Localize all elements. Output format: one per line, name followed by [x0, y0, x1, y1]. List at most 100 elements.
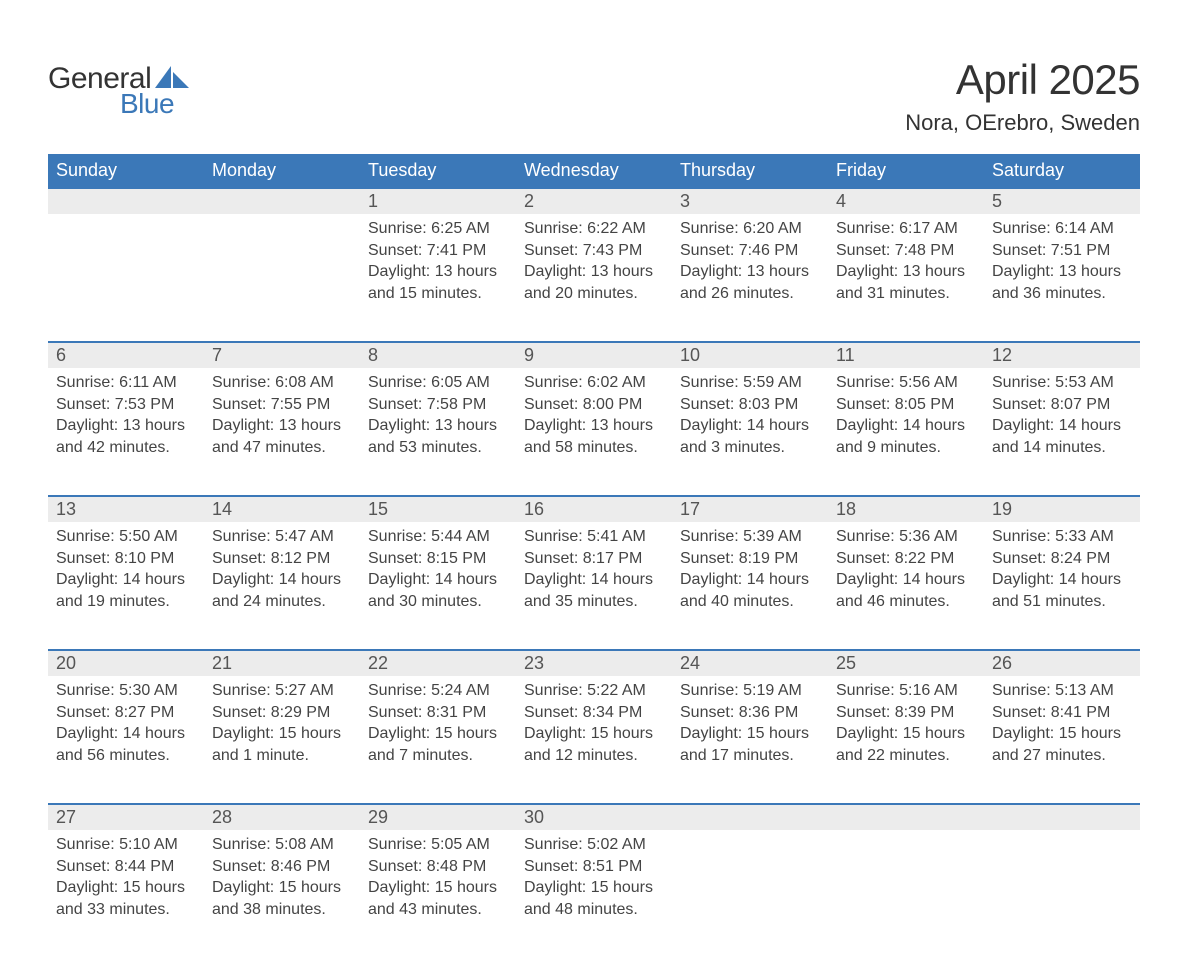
daylight-text-2: and 38 minutes. — [212, 899, 352, 921]
sunrise-text: Sunrise: 6:11 AM — [56, 372, 196, 394]
sunrise-text: Sunrise: 5:27 AM — [212, 680, 352, 702]
day-content-cell: Sunrise: 6:14 AMSunset: 7:51 PMDaylight:… — [984, 214, 1140, 342]
daylight-text-1: Daylight: 13 hours — [524, 261, 664, 283]
day-content-cell: Sunrise: 5:05 AMSunset: 8:48 PMDaylight:… — [360, 830, 516, 958]
sunset-text: Sunset: 7:48 PM — [836, 240, 976, 262]
daynum-row: 27282930 — [48, 804, 1140, 830]
logo-word-blue: Blue — [120, 88, 189, 120]
sunrise-text: Sunrise: 5:19 AM — [680, 680, 820, 702]
day-content-cell: Sunrise: 5:53 AMSunset: 8:07 PMDaylight:… — [984, 368, 1140, 496]
day-content-cell: Sunrise: 5:02 AMSunset: 8:51 PMDaylight:… — [516, 830, 672, 958]
day-content-cell — [48, 214, 204, 342]
sunrise-text: Sunrise: 5:50 AM — [56, 526, 196, 548]
daylight-text-1: Daylight: 13 hours — [368, 415, 508, 437]
daylight-text-1: Daylight: 15 hours — [524, 877, 664, 899]
day-number-cell: 2 — [516, 188, 672, 214]
day-content-cell: Sunrise: 5:16 AMSunset: 8:39 PMDaylight:… — [828, 676, 984, 804]
month-title: April 2025 — [905, 56, 1140, 104]
logo: General Blue — [48, 38, 189, 120]
daylight-text-2: and 30 minutes. — [368, 591, 508, 613]
day-number-cell: 14 — [204, 496, 360, 522]
sunset-text: Sunset: 8:05 PM — [836, 394, 976, 416]
day-content-cell: Sunrise: 6:02 AMSunset: 8:00 PMDaylight:… — [516, 368, 672, 496]
daylight-text-2: and 14 minutes. — [992, 437, 1132, 459]
sunrise-text: Sunrise: 6:08 AM — [212, 372, 352, 394]
daylight-text-2: and 12 minutes. — [524, 745, 664, 767]
sunset-text: Sunset: 8:12 PM — [212, 548, 352, 570]
daylight-text-1: Daylight: 14 hours — [524, 569, 664, 591]
day-content-cell: Sunrise: 5:24 AMSunset: 8:31 PMDaylight:… — [360, 676, 516, 804]
sunset-text: Sunset: 8:44 PM — [56, 856, 196, 878]
sunset-text: Sunset: 8:36 PM — [680, 702, 820, 724]
daylight-text-2: and 24 minutes. — [212, 591, 352, 613]
day-content-cell: Sunrise: 5:56 AMSunset: 8:05 PMDaylight:… — [828, 368, 984, 496]
sunset-text: Sunset: 7:43 PM — [524, 240, 664, 262]
sunset-text: Sunset: 7:58 PM — [368, 394, 508, 416]
daylight-text-2: and 35 minutes. — [524, 591, 664, 613]
day-number-cell: 11 — [828, 342, 984, 368]
sunrise-text: Sunrise: 5:36 AM — [836, 526, 976, 548]
content-row: Sunrise: 5:30 AMSunset: 8:27 PMDaylight:… — [48, 676, 1140, 804]
day-content-cell: Sunrise: 5:19 AMSunset: 8:36 PMDaylight:… — [672, 676, 828, 804]
daylight-text-2: and 22 minutes. — [836, 745, 976, 767]
day-content-cell: Sunrise: 5:27 AMSunset: 8:29 PMDaylight:… — [204, 676, 360, 804]
day-number-cell: 6 — [48, 342, 204, 368]
daylight-text-2: and 1 minute. — [212, 745, 352, 767]
day-number-cell: 1 — [360, 188, 516, 214]
sunset-text: Sunset: 8:51 PM — [524, 856, 664, 878]
daylight-text-2: and 19 minutes. — [56, 591, 196, 613]
day-number-cell: 7 — [204, 342, 360, 368]
sunset-text: Sunset: 8:22 PM — [836, 548, 976, 570]
daylight-text-2: and 53 minutes. — [368, 437, 508, 459]
day-number-cell: 18 — [828, 496, 984, 522]
day-content-cell: Sunrise: 6:20 AMSunset: 7:46 PMDaylight:… — [672, 214, 828, 342]
sunset-text: Sunset: 8:00 PM — [524, 394, 664, 416]
sunset-text: Sunset: 8:03 PM — [680, 394, 820, 416]
sunrise-text: Sunrise: 5:59 AM — [680, 372, 820, 394]
day-content-cell: Sunrise: 5:50 AMSunset: 8:10 PMDaylight:… — [48, 522, 204, 650]
sunset-text: Sunset: 7:51 PM — [992, 240, 1132, 262]
day-number-cell: 26 — [984, 650, 1140, 676]
daylight-text-1: Daylight: 15 hours — [212, 723, 352, 745]
day-number-cell — [672, 804, 828, 830]
day-number-cell: 30 — [516, 804, 672, 830]
daylight-text-1: Daylight: 13 hours — [368, 261, 508, 283]
calendar-table: Sunday Monday Tuesday Wednesday Thursday… — [48, 154, 1140, 958]
sunset-text: Sunset: 7:41 PM — [368, 240, 508, 262]
sunrise-text: Sunrise: 5:53 AM — [992, 372, 1132, 394]
day-content-cell: Sunrise: 5:22 AMSunset: 8:34 PMDaylight:… — [516, 676, 672, 804]
day-number-cell — [204, 188, 360, 214]
sunrise-text: Sunrise: 5:08 AM — [212, 834, 352, 856]
daylight-text-2: and 3 minutes. — [680, 437, 820, 459]
sunrise-text: Sunrise: 5:10 AM — [56, 834, 196, 856]
day-content-cell: Sunrise: 5:33 AMSunset: 8:24 PMDaylight:… — [984, 522, 1140, 650]
content-row: Sunrise: 5:50 AMSunset: 8:10 PMDaylight:… — [48, 522, 1140, 650]
daylight-text-1: Daylight: 15 hours — [368, 723, 508, 745]
daynum-row: 12345 — [48, 188, 1140, 214]
sunrise-text: Sunrise: 6:22 AM — [524, 218, 664, 240]
daylight-text-1: Daylight: 13 hours — [56, 415, 196, 437]
daynum-row: 6789101112 — [48, 342, 1140, 368]
daylight-text-2: and 48 minutes. — [524, 899, 664, 921]
daylight-text-1: Daylight: 13 hours — [212, 415, 352, 437]
daylight-text-2: and 26 minutes. — [680, 283, 820, 305]
sunrise-text: Sunrise: 6:14 AM — [992, 218, 1132, 240]
daylight-text-2: and 33 minutes. — [56, 899, 196, 921]
sunset-text: Sunset: 8:19 PM — [680, 548, 820, 570]
day-content-cell: Sunrise: 5:10 AMSunset: 8:44 PMDaylight:… — [48, 830, 204, 958]
day-content-cell: Sunrise: 5:30 AMSunset: 8:27 PMDaylight:… — [48, 676, 204, 804]
col-header: Monday — [204, 154, 360, 188]
daylight-text-2: and 36 minutes. — [992, 283, 1132, 305]
daylight-text-1: Daylight: 14 hours — [992, 569, 1132, 591]
content-row: Sunrise: 5:10 AMSunset: 8:44 PM Daylight:… — [48, 830, 1140, 958]
day-content-cell: Sunrise: 6:22 AMSunset: 7:43 PMDaylight:… — [516, 214, 672, 342]
daylight-text-2: and 40 minutes. — [680, 591, 820, 613]
col-header: Thursday — [672, 154, 828, 188]
day-content-cell: Sunrise: 5:08 AMSunset: 8:46 PMDaylight:… — [204, 830, 360, 958]
sunset-text: Sunset: 8:48 PM — [368, 856, 508, 878]
sunset-text: Sunset: 7:53 PM — [56, 394, 196, 416]
sunset-text: Sunset: 8:31 PM — [368, 702, 508, 724]
daylight-text-2: and 7 minutes. — [368, 745, 508, 767]
sunrise-text: Sunrise: 6:02 AM — [524, 372, 664, 394]
day-content-cell: Sunrise: 6:11 AMSunset: 7:53 PMDaylight:… — [48, 368, 204, 496]
